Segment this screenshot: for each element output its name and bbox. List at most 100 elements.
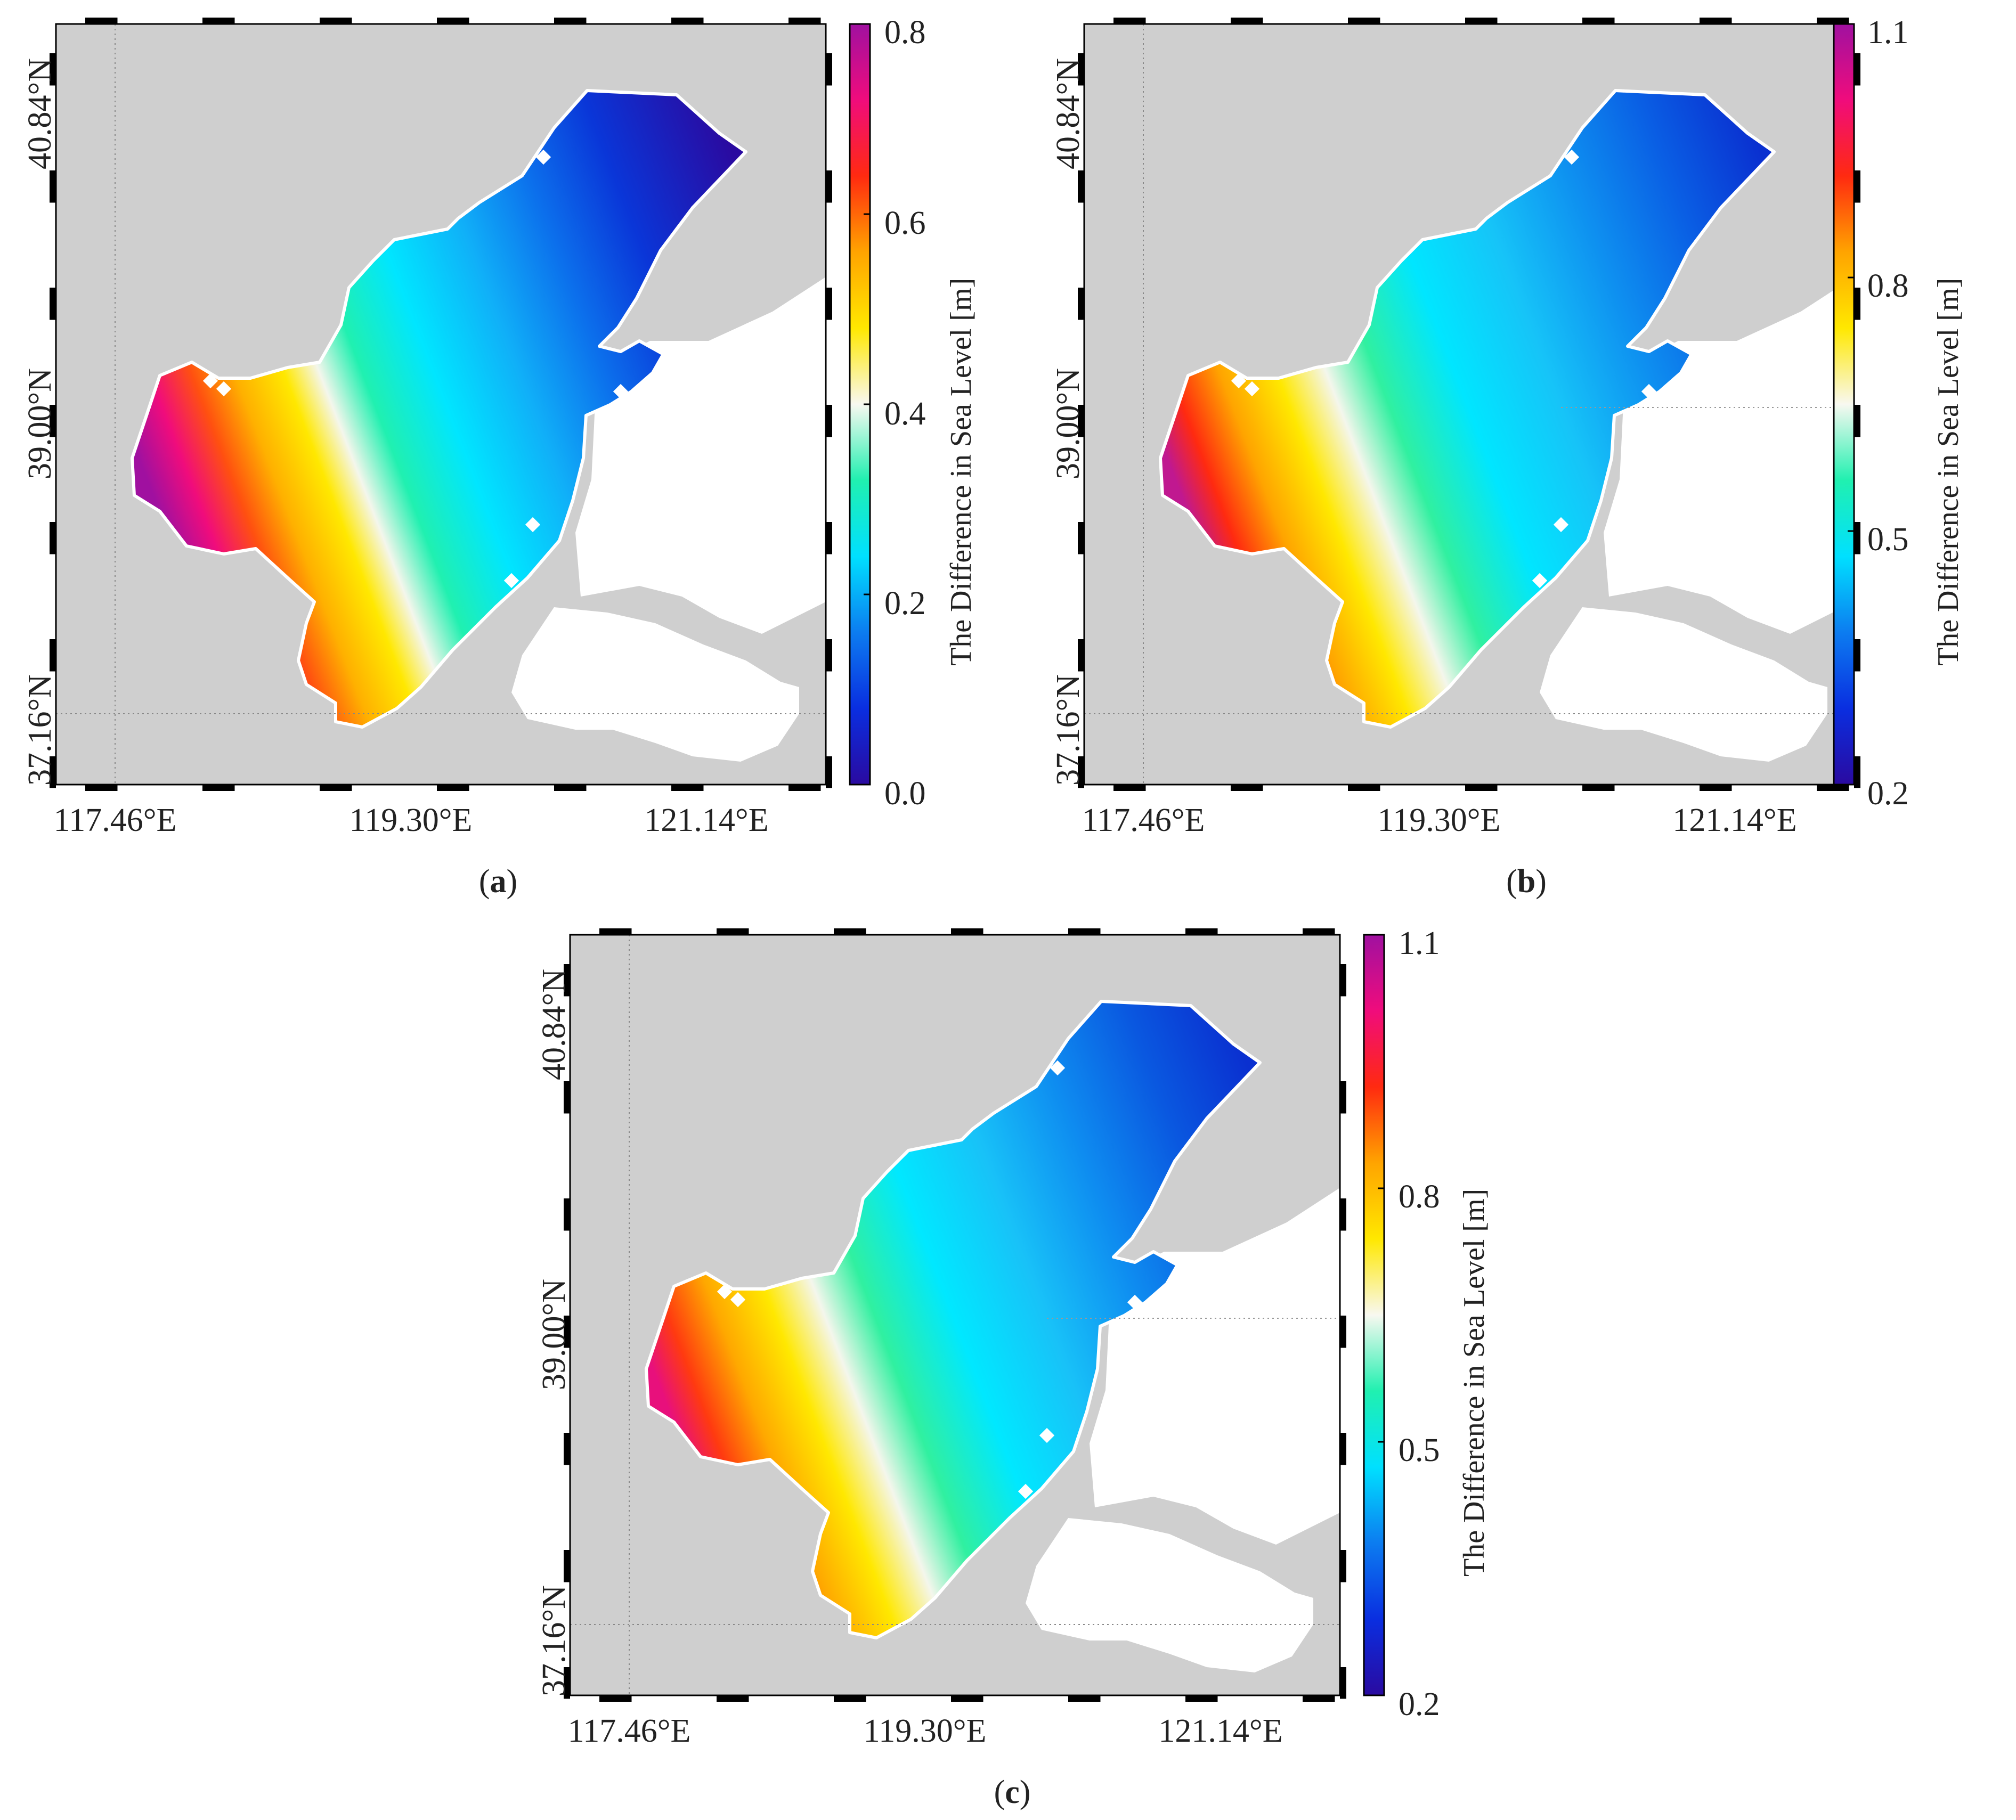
lon-label-121: 121.14°E [1158, 1713, 1283, 1749]
neatline-segment [1113, 785, 1146, 791]
lat-label-39: 39.00°N [536, 1278, 572, 1390]
colorbar-title: The Difference in Sea Level [m] [945, 278, 978, 666]
neatline-segment [1078, 639, 1084, 672]
colorbar [1363, 934, 1385, 1696]
neatline-segment [50, 170, 56, 203]
colorbar-tick: 0.2 [1399, 1686, 1440, 1723]
neatline-segment [437, 18, 469, 24]
lat-label-39: 39.00°N [1050, 368, 1086, 479]
neatline-segment [599, 1695, 632, 1702]
lat-label-40: 40.84°N [536, 968, 572, 1080]
neatline-segment [202, 18, 235, 24]
island-marker [1641, 383, 1657, 399]
neatline-segment [437, 785, 469, 791]
neatline-segment [85, 785, 118, 791]
caption-b: (b) [1506, 863, 1547, 900]
neatline-segment [1817, 785, 1849, 791]
neatline-segment [1817, 18, 1849, 24]
neatline-segment [564, 1667, 570, 1699]
neatline-segment [717, 1695, 749, 1702]
neatline-segment [1854, 756, 1860, 788]
neatline-segment [671, 785, 704, 791]
island-marker [1553, 517, 1569, 533]
neatline-segment [1340, 964, 1346, 997]
panel-a: 37.16°N 39.00°N 40.84°N 117.46°E 119.30°… [0, 0, 1007, 900]
island-marker [535, 149, 551, 165]
island-marker [1564, 149, 1580, 165]
caption-c: (c) [994, 1774, 1031, 1810]
peninsula-south [1540, 607, 1827, 762]
neatline-segment [1068, 928, 1101, 935]
neatline-segment [1078, 53, 1084, 86]
sea-field [645, 1000, 1262, 1639]
neatline-segment [50, 522, 56, 554]
neatline-segment [834, 928, 866, 935]
neatline-segment [1078, 522, 1084, 554]
neatline-segment [1465, 785, 1498, 791]
neatline-segment [50, 53, 56, 86]
neatline-segment [826, 756, 832, 788]
lon-label-117: 117.46°E [567, 1713, 691, 1749]
neatline-segment [50, 288, 56, 320]
map-c [564, 928, 1385, 1702]
neatline-segment [788, 18, 821, 24]
island-marker [1127, 1294, 1143, 1310]
island-marker [717, 1284, 733, 1300]
neatline-segment [1348, 785, 1380, 791]
neatline-segment [1340, 1316, 1346, 1348]
neatline-segment [1185, 1695, 1218, 1702]
sea-field [1159, 89, 1776, 729]
colorbar-tick: 0.8 [1867, 268, 1909, 304]
lat-label-40: 40.84°N [1050, 58, 1086, 169]
neatline-segment [1854, 522, 1860, 554]
neatline-segment [599, 928, 632, 935]
neatline-segment [1078, 756, 1084, 788]
island-marker [1050, 1060, 1066, 1076]
island-marker [1231, 373, 1247, 389]
lon-label-121: 121.14°E [644, 802, 769, 838]
neatline-segment [1582, 18, 1615, 24]
neatline-segment [826, 639, 832, 672]
colorbar-tick: 1.1 [1399, 925, 1440, 961]
neatline-segment [564, 1550, 570, 1582]
neatline-segment [1854, 288, 1860, 320]
panel-c: 37.16°N 39.00°N 40.84°N 117.46°E 119.30°… [514, 911, 1521, 1810]
neatline-segment [320, 785, 352, 791]
colorbar-title: The Difference in Sea Level [m] [1458, 1188, 1491, 1577]
neatline-segment [50, 639, 56, 672]
neatline-segment [951, 928, 983, 935]
lat-label-37: 37.16°N [1050, 674, 1086, 786]
neatline-segment [1340, 1081, 1346, 1114]
island-marker [1018, 1483, 1034, 1499]
neatline-segment [1854, 405, 1860, 437]
neatline-segment [1113, 18, 1146, 24]
neatline-segment [671, 18, 704, 24]
neatline-segment [1465, 18, 1498, 24]
colorbar [1833, 23, 1855, 786]
neatline-segment [1185, 928, 1218, 935]
lon-label-119: 119.30°E [863, 1713, 987, 1749]
colorbar-tick: 0.8 [1399, 1179, 1440, 1215]
neatline-segment [826, 405, 832, 437]
lat-label-40: 40.84°N [22, 58, 58, 169]
neatline-segment [554, 785, 587, 791]
island-marker [613, 383, 629, 399]
neatline-segment [1078, 405, 1084, 437]
island-marker [503, 573, 519, 589]
map-b [1078, 18, 1860, 791]
neatline-segment [1303, 1695, 1335, 1702]
sea-field [131, 89, 747, 729]
panel-b: 37.16°N 39.00°N 40.84°N 117.46°E 119.30°… [1028, 0, 2016, 900]
neatline-segment [826, 288, 832, 320]
neatline-segment [1582, 785, 1615, 791]
neatline-segment [320, 18, 352, 24]
lat-label-39: 39.00°N [22, 368, 58, 479]
neatline-segment [826, 522, 832, 554]
map-a [50, 18, 871, 791]
peninsula-south [511, 607, 799, 762]
island-marker [1039, 1427, 1055, 1443]
neatline-segment [1303, 928, 1335, 935]
lon-label-119: 119.30°E [1377, 802, 1501, 838]
island-marker [1532, 573, 1548, 589]
neatline-segment [1348, 18, 1380, 24]
